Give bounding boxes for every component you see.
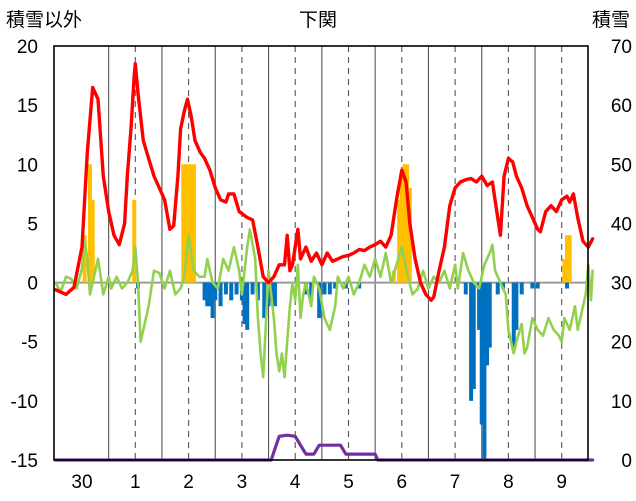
precip-bar xyxy=(469,282,474,401)
right-tick-label: 40 xyxy=(611,214,632,235)
right-tick-label: 50 xyxy=(611,155,632,176)
precip-bar xyxy=(181,164,186,283)
precip-bar xyxy=(183,164,188,283)
precip-bar xyxy=(309,282,314,301)
precip-bar xyxy=(262,282,267,319)
precip-bar xyxy=(223,282,228,295)
precip-bar xyxy=(511,282,516,348)
precip-bar xyxy=(234,282,239,295)
x-tick-label: 7 xyxy=(450,472,461,493)
x-tick-label: 30 xyxy=(71,472,92,493)
precip-bar xyxy=(495,282,500,295)
precip-bar xyxy=(229,282,234,301)
x-tick-label: 2 xyxy=(183,472,194,493)
precip-bar xyxy=(485,282,490,366)
precip-bar xyxy=(87,164,92,283)
series-lines xyxy=(53,62,595,462)
temperature-line xyxy=(53,62,595,302)
left-axis-ticks: 20 15 10 5 0 -5 -10 -15 xyxy=(11,37,38,472)
precip-bar xyxy=(519,282,524,295)
precip-bar xyxy=(463,282,468,295)
precip-bar xyxy=(218,282,223,307)
precip-bar xyxy=(397,199,402,283)
x-tick-label: 4 xyxy=(290,472,301,493)
precip-bar xyxy=(562,258,567,283)
precip-bar xyxy=(207,282,212,307)
x-tick-label: 6 xyxy=(397,472,408,493)
left-tick-label: 15 xyxy=(17,96,38,117)
precip-bar xyxy=(322,282,327,295)
precip-bar xyxy=(482,282,487,460)
left-tick-label: 5 xyxy=(27,214,38,235)
left-axis-title: 積雪以外 xyxy=(6,9,82,31)
precip-bar xyxy=(405,164,410,283)
precip-bar xyxy=(317,282,322,319)
precip-bar xyxy=(565,282,570,289)
precip-bar xyxy=(186,164,191,283)
plot-frame xyxy=(53,45,589,461)
x-tick-label: 1 xyxy=(130,472,141,493)
left-tick-label: -10 xyxy=(11,392,38,413)
right-tick-label: 30 xyxy=(611,274,632,295)
precip-bar xyxy=(202,282,207,301)
precip-bar xyxy=(189,164,194,283)
right-tick-label: 70 xyxy=(611,37,632,58)
precip-bar xyxy=(242,282,247,324)
precip-bar xyxy=(479,282,484,425)
x-tick-label: 8 xyxy=(503,472,514,493)
x-tick-label: 9 xyxy=(556,472,567,493)
precip-bar xyxy=(250,282,255,295)
right-axis-title: 積雪 xyxy=(592,9,630,31)
x-tick-label: 5 xyxy=(343,472,354,493)
right-tick-label: 60 xyxy=(611,96,632,117)
precip-bar xyxy=(567,235,572,283)
precip-bar xyxy=(245,282,250,330)
precip-bar xyxy=(565,235,570,283)
precip-bar xyxy=(272,282,277,307)
precip-bar xyxy=(487,282,492,348)
precip-bar xyxy=(82,235,87,283)
x-axis-ticks: 30 1 2 3 4 5 6 7 8 9 xyxy=(71,472,567,493)
precip-bar xyxy=(535,282,540,289)
precip-bar xyxy=(90,199,95,283)
right-tick-label: 20 xyxy=(611,333,632,354)
chart-title: 下関 xyxy=(299,10,337,31)
right-axis-ticks: 70 60 50 40 30 20 10 0 xyxy=(611,37,632,472)
precip-bar xyxy=(132,199,137,283)
precip-bar xyxy=(327,282,332,295)
precip-bar xyxy=(210,282,215,319)
precip-bar xyxy=(530,282,535,289)
left-tick-label: -15 xyxy=(11,451,38,472)
left-tick-label: 0 xyxy=(27,274,38,295)
right-tick-label: 10 xyxy=(611,392,632,413)
precipitation-bars xyxy=(82,164,572,460)
x-tick-label: 3 xyxy=(237,472,248,493)
precip-bar xyxy=(333,282,338,289)
left-tick-label: 20 xyxy=(17,37,38,58)
precip-bar xyxy=(205,282,210,307)
precip-bar xyxy=(477,282,482,330)
precip-bar xyxy=(402,164,407,283)
left-tick-label: -5 xyxy=(21,333,38,354)
left-tick-label: 10 xyxy=(17,155,38,176)
snow-line xyxy=(53,433,595,462)
precip-bar xyxy=(399,176,404,283)
precip-bar xyxy=(514,282,519,330)
precip-bar xyxy=(407,187,412,283)
precip-bar xyxy=(191,164,196,283)
precip-bar xyxy=(213,282,218,301)
precip-bar xyxy=(471,282,476,390)
right-tick-label: 0 xyxy=(621,451,632,472)
wind-line xyxy=(54,228,594,379)
